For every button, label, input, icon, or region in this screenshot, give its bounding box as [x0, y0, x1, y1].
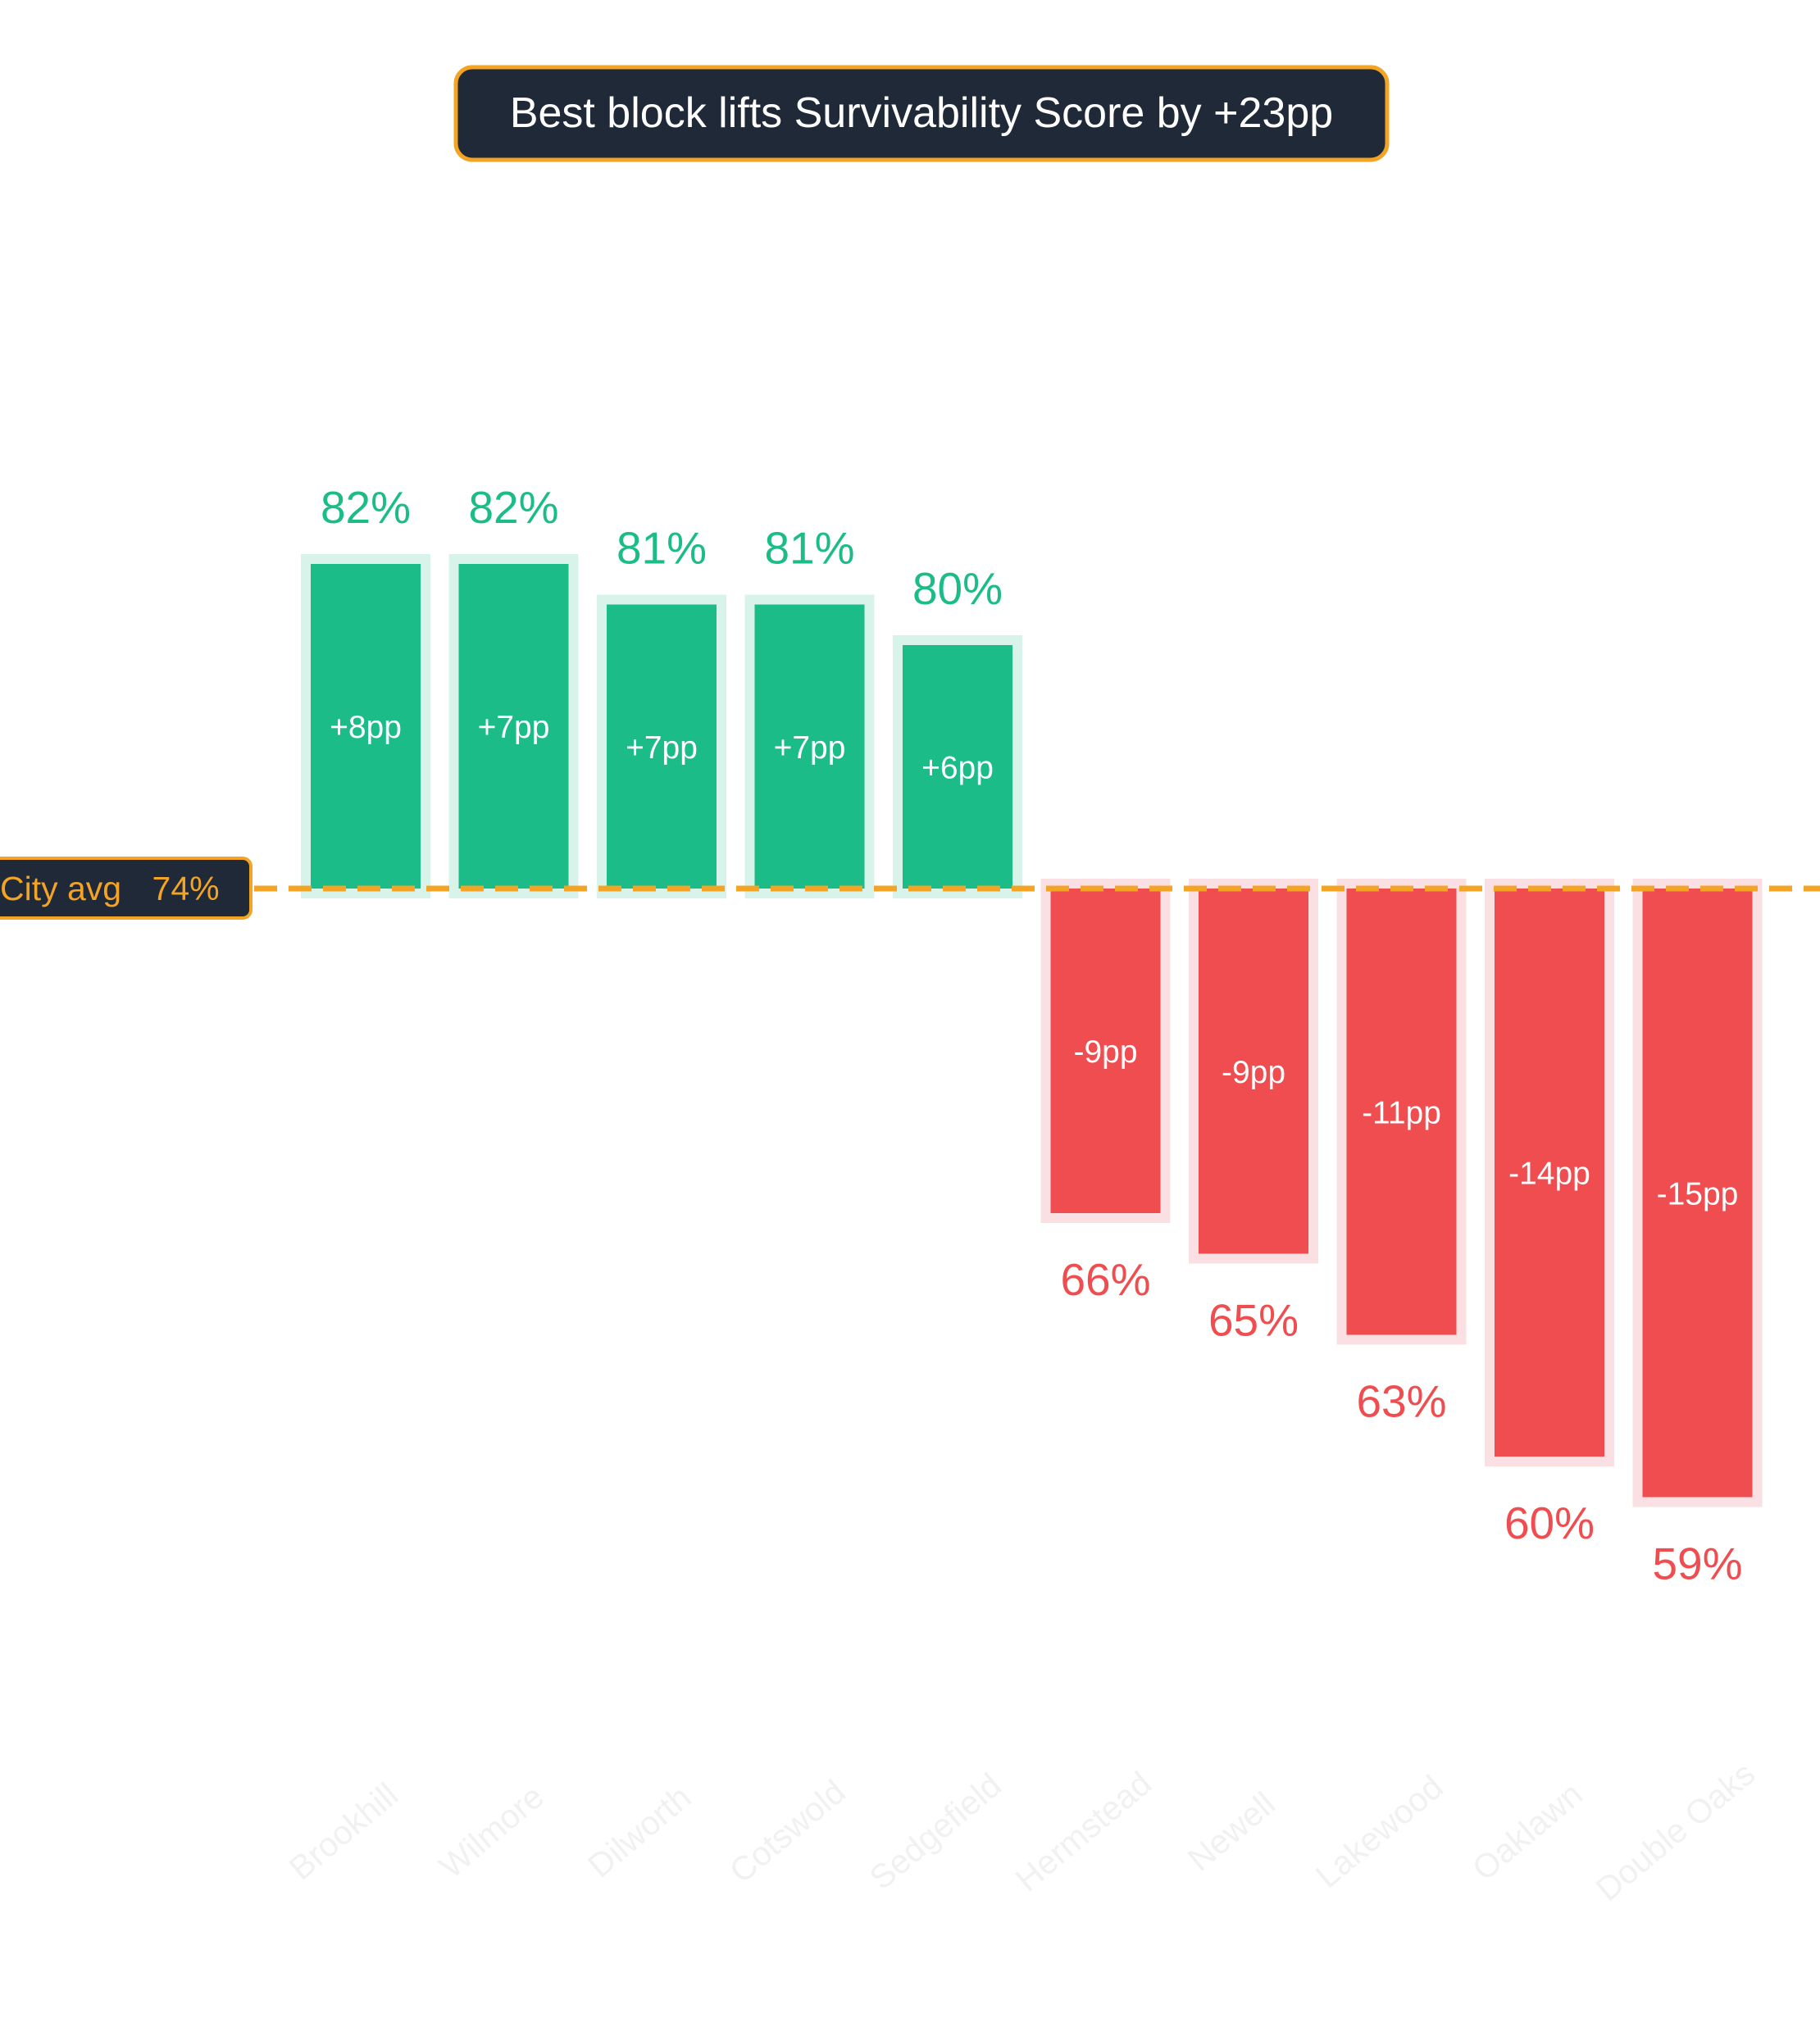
bar-delta-label: -9pp [1073, 1034, 1137, 1070]
title-text: Best block lifts Survivability Score by … [510, 89, 1333, 137]
bar-delta-label: -14pp [1508, 1157, 1590, 1192]
bar-delta-label: +7pp [626, 730, 698, 766]
bar-value-label: 82% [468, 482, 558, 533]
chart-title: Best block lifts Survivability Score by … [453, 65, 1390, 162]
bar-delta-label: +7pp [478, 710, 550, 745]
bar-delta-label: +7pp [774, 730, 846, 766]
bar-delta-label: -11pp [1362, 1095, 1441, 1130]
bar-delta-label: +6pp [921, 751, 994, 786]
bar [458, 564, 569, 889]
bar-value-label: 82% [321, 482, 411, 533]
bar-value-label: 59% [1652, 1539, 1742, 1589]
title-box [453, 65, 1390, 162]
bar [754, 604, 865, 889]
bar-value-label: 81% [764, 523, 854, 574]
bar [311, 564, 421, 889]
bar-delta-label: -15pp [1657, 1176, 1739, 1211]
category-tick-label: Wilmore [432, 1777, 551, 1885]
bar-value-label: 80% [912, 563, 1003, 614]
bars-layer [301, 554, 1763, 1507]
bar-value-label: 60% [1504, 1498, 1595, 1548]
bar-value-label: 81% [617, 523, 707, 574]
bar-delta-label: -9pp [1222, 1055, 1285, 1090]
category-tick-label: Oaklawn [1465, 1775, 1590, 1888]
bar [903, 645, 1012, 889]
category-tick-label: Cotswold [722, 1772, 853, 1890]
baseline-layer: City avg 74% [0, 857, 1820, 920]
category-tick-label: Dilworth [580, 1778, 698, 1884]
city-average-label: City avg 74% [0, 870, 220, 907]
bar-value-label: 63% [1356, 1376, 1446, 1427]
category-tick-label: Sedgefield [862, 1766, 1008, 1897]
bar [607, 604, 717, 889]
bar [1495, 889, 1604, 1457]
bar [1346, 889, 1457, 1335]
category-tick-label: Lakewood [1308, 1768, 1450, 1895]
bar-delta-label: +8pp [330, 710, 402, 745]
bar-value-label: 65% [1208, 1295, 1299, 1346]
city-average-badge [0, 857, 253, 920]
category-tick-label: Hermstead [1008, 1764, 1158, 1898]
city-average-name: City avg [0, 870, 121, 907]
bar [1642, 889, 1753, 1498]
bar [1050, 889, 1161, 1213]
bar-value-label: 66% [1060, 1254, 1150, 1305]
category-tick-label: Newell [1181, 1784, 1282, 1878]
category-tick-label: Brookhill [282, 1775, 405, 1887]
bar [1199, 889, 1308, 1254]
city-average-value: 74% [152, 870, 220, 907]
category-tick-label: Double Oaks [1589, 1754, 1762, 1908]
